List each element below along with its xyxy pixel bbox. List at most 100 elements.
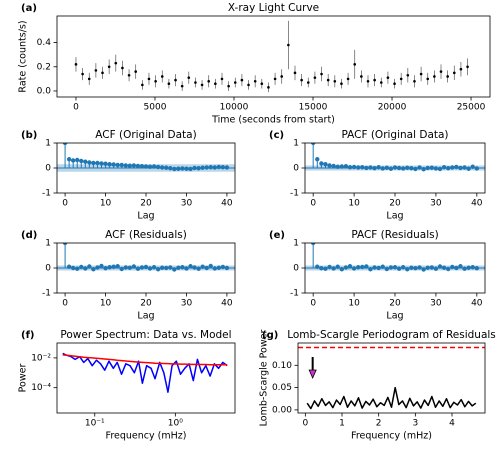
panel: PACF (Residuals) (e) Lag 0 10 20 30 40 -1 0 1 xyxy=(269,229,486,322)
x-tick-label: 40 xyxy=(471,299,483,309)
x-tick-label: 4 xyxy=(449,419,455,429)
stem-marker xyxy=(147,266,153,271)
stem-marker xyxy=(123,265,128,270)
stem-marker xyxy=(176,265,181,270)
panel-label: (d) xyxy=(21,230,37,241)
arrow-head xyxy=(308,369,317,379)
stem-marker xyxy=(315,264,320,269)
x-tick-label: 10⁰ xyxy=(168,419,183,429)
stem-marker xyxy=(417,165,422,170)
stem-marker xyxy=(188,166,193,172)
stem-marker xyxy=(70,265,76,271)
y-tick-label: 0.0 xyxy=(37,86,52,96)
stem-marker xyxy=(331,163,336,169)
stem-marker xyxy=(384,266,390,272)
stem-marker xyxy=(433,166,439,171)
stem-marker xyxy=(339,267,345,272)
stem-marker xyxy=(409,166,414,171)
stem-marker xyxy=(115,264,120,269)
data-point xyxy=(233,81,237,84)
stem-marker xyxy=(196,166,201,171)
stem-marker xyxy=(319,161,324,166)
stem-marker xyxy=(425,265,430,270)
x-tick-label: 1 xyxy=(339,419,345,429)
stem-marker xyxy=(83,266,88,271)
stem-marker xyxy=(224,265,230,271)
stem-marker xyxy=(360,264,365,270)
stem-marker xyxy=(335,264,340,269)
data-point xyxy=(220,77,224,81)
stem-marker xyxy=(445,166,451,171)
stem-marker xyxy=(421,167,426,172)
y-tick-label: 0 xyxy=(293,164,299,174)
data-point xyxy=(147,77,151,81)
panel-label: (c) xyxy=(269,130,284,141)
panel-title: Lomb-Scargle Periodogram of Residuals xyxy=(287,329,496,341)
stem-marker xyxy=(131,264,137,269)
data-point xyxy=(273,77,277,81)
stem-marker xyxy=(339,164,345,169)
stem-marker xyxy=(168,166,173,171)
panel-title: ACF (Residuals) xyxy=(105,229,187,241)
panel: ACF (Original Data) (b) Lag 0 10 20 30 40 -1 0 1 xyxy=(21,129,236,222)
data-point xyxy=(439,70,443,73)
data-point xyxy=(154,79,157,83)
data-point xyxy=(260,82,264,86)
y-axis-label: Rate (counts/s) xyxy=(18,20,29,92)
stem-marker xyxy=(115,162,120,168)
stem-marker xyxy=(429,165,435,170)
data-point xyxy=(81,72,84,76)
x-axis-label: Time (seconds from start) xyxy=(211,115,335,126)
x-tick-label: 30 xyxy=(181,299,193,309)
stem-marker xyxy=(445,266,451,272)
stem-marker xyxy=(417,265,422,270)
data-point xyxy=(253,79,257,83)
stem-marker xyxy=(224,165,230,170)
data-point xyxy=(114,61,118,65)
panel-title: ACF (Original Data) xyxy=(95,129,196,141)
stem-marker xyxy=(212,165,217,170)
stem-marker xyxy=(433,266,439,271)
x-tick-label: 15000 xyxy=(299,103,328,113)
stem-marker xyxy=(364,264,369,269)
stem-marker xyxy=(413,266,418,271)
data-point xyxy=(94,69,98,72)
y-tick-label: 1 xyxy=(293,239,299,249)
data-point xyxy=(306,81,310,84)
stem-marker xyxy=(368,165,373,170)
data-point xyxy=(373,78,376,82)
stem-marker xyxy=(392,165,398,170)
stem-marker xyxy=(70,158,76,163)
panel: Lomb-Scargle Periodogram of Residuals (g)… xyxy=(259,329,496,442)
stem-marker xyxy=(347,264,353,269)
data-point xyxy=(207,79,211,83)
stem-marker xyxy=(380,166,385,171)
panel-title: Power Spectrum: Data vs. Model xyxy=(60,329,231,341)
stem-marker xyxy=(323,266,328,271)
data-point xyxy=(74,63,78,66)
stem-marker xyxy=(216,164,222,170)
stem-marker xyxy=(83,159,88,164)
stem-marker xyxy=(450,165,455,170)
y-tick-label: 10⁻⁴ xyxy=(31,383,51,393)
data-point xyxy=(452,71,456,75)
stem-marker xyxy=(172,166,177,172)
data-point xyxy=(240,78,244,82)
stem-marker xyxy=(372,265,377,270)
x-tick-label: 25000 xyxy=(457,103,486,113)
stem-marker xyxy=(360,165,365,170)
x-axis-label: Frequency (mHz) xyxy=(106,431,187,442)
data-point xyxy=(313,76,317,79)
data-point xyxy=(127,73,131,77)
stem-marker xyxy=(135,163,141,169)
data-point xyxy=(141,83,144,87)
data-point xyxy=(346,77,350,81)
data-line xyxy=(62,352,228,393)
stem-marker xyxy=(372,166,377,171)
stem-marker xyxy=(139,265,145,270)
stem-marker xyxy=(103,266,108,271)
stem-marker xyxy=(327,264,332,270)
stem-marker xyxy=(220,264,226,270)
y-tick-label: -1 xyxy=(290,189,299,199)
x-tick-label: 0 xyxy=(310,299,316,309)
